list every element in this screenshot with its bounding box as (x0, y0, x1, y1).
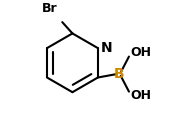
Text: B: B (114, 67, 125, 81)
Text: OH: OH (131, 89, 152, 102)
Text: OH: OH (131, 46, 152, 59)
Text: Br: Br (42, 2, 58, 15)
Text: N: N (101, 41, 112, 55)
